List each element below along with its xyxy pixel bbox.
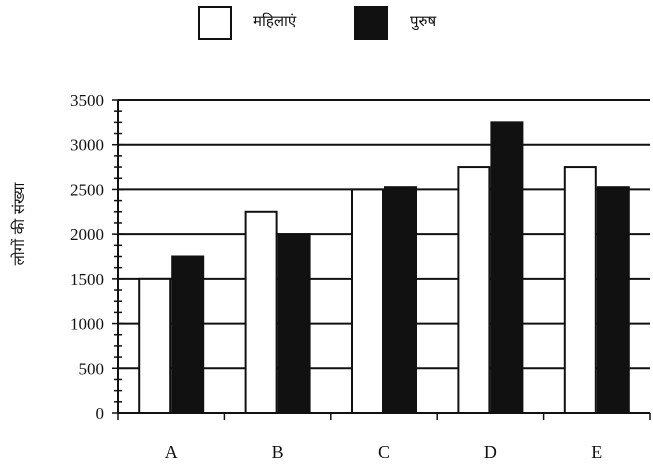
legend-swatch-men [354, 6, 388, 40]
y-tick-label: 1000 [70, 315, 104, 334]
x-tick-label-C: C [378, 442, 390, 462]
y-tick-label: 500 [79, 359, 105, 378]
legend-swatch-women [198, 6, 232, 40]
bars [138, 121, 630, 414]
y-tick-label: 3000 [70, 136, 104, 155]
x-tick-label-D: D [484, 442, 497, 462]
bar-men-B [277, 233, 311, 414]
y-tick-label: 1500 [70, 270, 104, 289]
y-tick-label: 0 [96, 404, 105, 423]
y-axis-title: लोगों की संख्या [10, 181, 28, 265]
bar-women-E [563, 166, 597, 414]
x-tick-label-E: E [591, 442, 602, 462]
bar-men-C [384, 186, 417, 414]
x-ticks: A B C D E [117, 413, 651, 462]
bar-women-D [457, 166, 491, 414]
bar-women-A [138, 277, 172, 414]
legend-label-men: पुरुष [410, 12, 436, 31]
bar-men-D [490, 121, 524, 414]
y-ticks: 0 500 1000 1500 2000 2500 3000 3500 [70, 91, 124, 423]
bar-men-A [171, 255, 205, 414]
bar-women-B [244, 210, 278, 414]
bar-men-E [596, 186, 630, 414]
y-tick-label: 3500 [70, 91, 104, 110]
y-tick-label: 2500 [70, 180, 104, 199]
bar-women-C [351, 188, 384, 414]
x-tick-label-B: B [272, 442, 284, 462]
x-tick-label-A: A [165, 442, 178, 462]
y-tick-label: 2000 [70, 225, 104, 244]
legend: महिलाएं पुरुष [198, 6, 436, 40]
legend-label-women: महिलाएं [253, 12, 297, 30]
